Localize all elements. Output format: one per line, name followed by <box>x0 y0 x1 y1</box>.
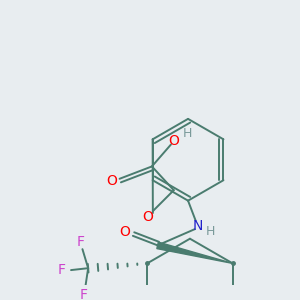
Text: H: H <box>182 127 192 140</box>
Text: O: O <box>119 225 130 239</box>
Text: O: O <box>168 134 179 148</box>
Text: F: F <box>58 263 65 277</box>
Text: H: H <box>206 225 216 238</box>
Polygon shape <box>157 242 233 263</box>
Text: F: F <box>80 288 87 300</box>
Text: N: N <box>192 219 203 233</box>
Text: O: O <box>106 174 117 188</box>
Text: F: F <box>76 235 85 249</box>
Text: O: O <box>143 210 154 224</box>
